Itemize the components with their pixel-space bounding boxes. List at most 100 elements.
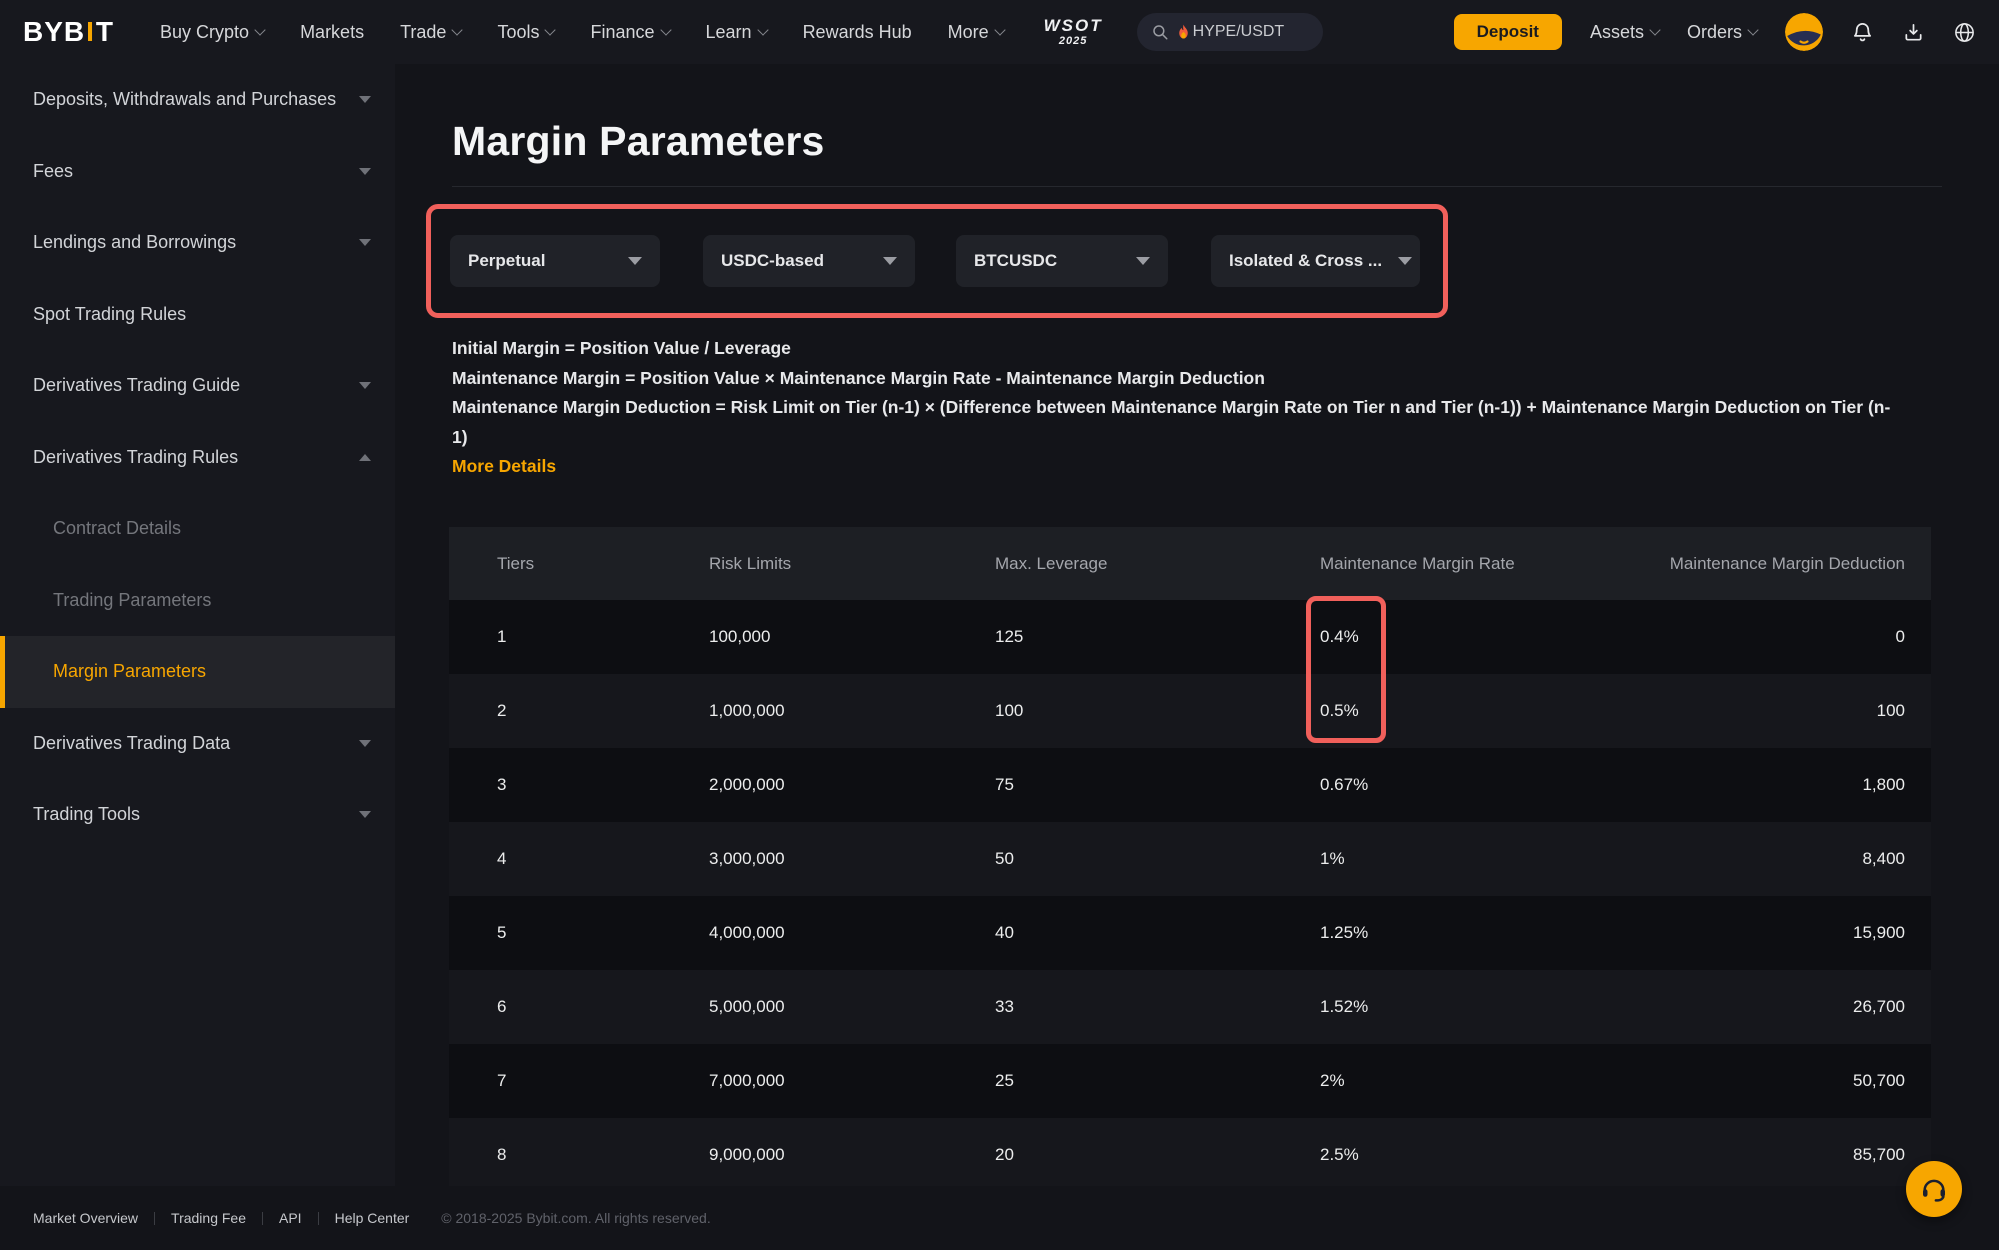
cell-maintenance-margin-rate: 1% <box>1320 849 1345 868</box>
download-icon <box>1905 23 1922 41</box>
table-row: 1 100,000 125 0.4% 0 <box>449 600 1931 674</box>
cell-risk-limit: 7,000,000 <box>709 1071 785 1090</box>
language-button[interactable] <box>1953 21 1976 44</box>
more-details-link[interactable]: More Details <box>452 456 557 476</box>
top-navigation-bar: BYB I T Buy Crypto Markets Trade Tools Fin… <box>0 0 1999 64</box>
chevron-down-icon <box>1398 257 1413 265</box>
sidebar-item-lendings-borrowings[interactable]: Lendings and Borrowings <box>0 207 395 279</box>
column-header-risk-limits: Risk Limits <box>709 553 792 573</box>
cell-max-leverage: 75 <box>995 775 1014 794</box>
chevron-down-icon <box>359 239 371 247</box>
formula-initial-margin: Initial Margin = Position Value / Levera… <box>452 338 791 358</box>
flame-icon <box>1178 24 1188 39</box>
avatar-icon <box>1785 13 1823 51</box>
chevron-down-icon <box>359 739 371 747</box>
chevron-down-icon <box>359 811 371 819</box>
sidebar-item-derivatives-trading-data[interactable]: Derivatives Trading Data <box>0 708 395 780</box>
cell-maintenance-margin-rate: 2.5% <box>1320 1145 1359 1164</box>
copyright-text: © 2018-2025 Bybit.com. All rights reserv… <box>441 1210 711 1226</box>
cell-max-leverage: 20 <box>995 1145 1014 1164</box>
nav-item-learn[interactable]: Learn <box>706 22 769 43</box>
sidebar-item-trading-parameters[interactable]: Trading Parameters <box>53 589 212 610</box>
table-row: 3 2,000,000 75 0.67% 1,800 <box>449 748 1931 822</box>
deposit-button[interactable]: Deposit <box>1453 14 1562 50</box>
footer-divider <box>317 1211 319 1225</box>
sidebar-item-trading-tools[interactable]: Trading Tools <box>0 779 395 851</box>
column-header-maintenance-margin-rate: Maintenance Margin Rate <box>1320 553 1515 573</box>
footer-links: Market Overview Trading Fee API Help Cen… <box>33 1210 409 1226</box>
sidebar-item-derivatives-trading-guide[interactable]: Derivatives Trading Guide <box>0 350 395 422</box>
cell-maintenance-margin-deduction: 8,400 <box>1862 849 1905 868</box>
nav-item-markets[interactable]: Markets <box>300 21 365 42</box>
bybit-logo[interactable]: BYB I T <box>23 16 114 48</box>
footer-link-trading-fee[interactable]: Trading Fee <box>171 1210 246 1226</box>
notifications-button[interactable] <box>1851 21 1874 44</box>
column-header-max-leverage: Max. Leverage <box>995 553 1108 573</box>
cell-max-leverage: 33 <box>995 997 1014 1016</box>
logo-text-end: T <box>95 16 115 47</box>
sidebar-item-derivatives-trading-rules[interactable]: Derivatives Trading Rules <box>0 422 395 494</box>
nav-item-trade[interactable]: Trade <box>400 22 464 43</box>
user-avatar[interactable] <box>1785 13 1823 51</box>
nav-item-rewards-hub[interactable]: Rewards Hub <box>802 21 912 42</box>
contract-type-select[interactable]: Perpetual <box>450 235 660 287</box>
sidebar-item-margin-parameters-active[interactable]: Margin Parameters <box>0 636 395 708</box>
cell-tier: 7 <box>497 1071 507 1090</box>
settlement-select[interactable]: USDC-based <box>703 235 915 287</box>
formula-wrap-remainder: 1) <box>452 426 468 447</box>
download-app-button[interactable] <box>1902 21 1925 44</box>
cell-risk-limit: 4,000,000 <box>709 923 785 942</box>
cell-tier: 1 <box>497 627 507 646</box>
cell-maintenance-margin-deduction: 85,700 <box>1853 1145 1905 1164</box>
nav-item-finance[interactable]: Finance <box>590 22 672 43</box>
page-footer: Market Overview Trading Fee API Help Cen… <box>0 1186 1999 1250</box>
nav-item-assets[interactable]: Assets <box>1590 22 1661 43</box>
cell-tier: 8 <box>497 1145 507 1164</box>
cell-maintenance-margin-deduction: 26,700 <box>1853 997 1905 1016</box>
nav-item-buy-crypto[interactable]: Buy Crypto <box>160 22 266 43</box>
symbol-select[interactable]: BTCUSDC <box>956 235 1168 287</box>
column-header-tiers: Tiers <box>497 553 535 573</box>
formula-maintenance-margin: Maintenance Margin = Position Value × Ma… <box>452 367 1265 388</box>
cell-maintenance-margin-deduction: 15,900 <box>1853 923 1905 942</box>
chevron-down-icon <box>756 24 769 36</box>
table-row: 7 7,000,000 25 2% 50,700 <box>449 1044 1931 1118</box>
footer-link-help-center[interactable]: Help Center <box>334 1210 410 1226</box>
chevron-down-icon <box>359 96 371 104</box>
chevron-down-icon <box>359 167 371 175</box>
cell-max-leverage: 125 <box>995 627 1024 646</box>
cell-tier: 4 <box>497 849 507 868</box>
headset-icon <box>1923 1179 1945 1202</box>
margin-mode-select[interactable]: Isolated & Cross ... <box>1211 235 1420 287</box>
main-content: Margin Parameters Perpetual USDC-based B… <box>395 64 1999 1192</box>
table-header-row: Tiers Risk Limits Max. Leverage Maintena… <box>449 527 1931 600</box>
cell-maintenance-margin-rate: 1.25% <box>1320 923 1369 942</box>
wsot-2025-badge[interactable]: WSOT 2025 <box>1043 16 1103 47</box>
nav-item-tools[interactable]: Tools <box>497 22 557 43</box>
cell-tier: 6 <box>497 997 507 1016</box>
cell-risk-limit: 3,000,000 <box>709 849 785 868</box>
globe-icon <box>1955 22 1974 42</box>
margin-parameters-table: Tiers Risk Limits Max. Leverage Maintena… <box>449 527 1931 1192</box>
support-chat-button[interactable] <box>1906 1161 1962 1217</box>
cell-max-leverage: 40 <box>995 923 1014 942</box>
cell-tier: 5 <box>497 923 507 942</box>
sidebar-item-fees[interactable]: Fees <box>0 136 395 208</box>
footer-divider <box>154 1211 156 1225</box>
cell-max-leverage: 50 <box>995 849 1014 868</box>
cell-maintenance-margin-deduction: 1,800 <box>1862 775 1905 794</box>
sidebar-item-deposits-withdrawals[interactable]: Deposits, Withdrawals and Purchases <box>0 64 395 136</box>
footer-link-api[interactable]: API <box>279 1210 302 1226</box>
footer-link-market-overview[interactable]: Market Overview <box>33 1210 139 1226</box>
chevron-up-icon <box>359 453 371 461</box>
search-icon <box>1152 25 1168 40</box>
margin-formulas: Initial Margin = Position Value / Levera… <box>452 334 1972 482</box>
nav-item-more[interactable]: More <box>948 22 1006 43</box>
cell-maintenance-margin-deduction: 0 <box>1895 627 1905 646</box>
sidebar-item-spot-trading-rules[interactable]: Spot Trading Rules <box>33 303 187 324</box>
cell-max-leverage: 25 <box>995 1071 1014 1090</box>
sidebar-item-contract-details[interactable]: Contract Details <box>53 518 182 539</box>
nav-item-orders[interactable]: Orders <box>1687 22 1759 43</box>
search-input[interactable]: HYPE/USDT <box>1136 13 1323 51</box>
